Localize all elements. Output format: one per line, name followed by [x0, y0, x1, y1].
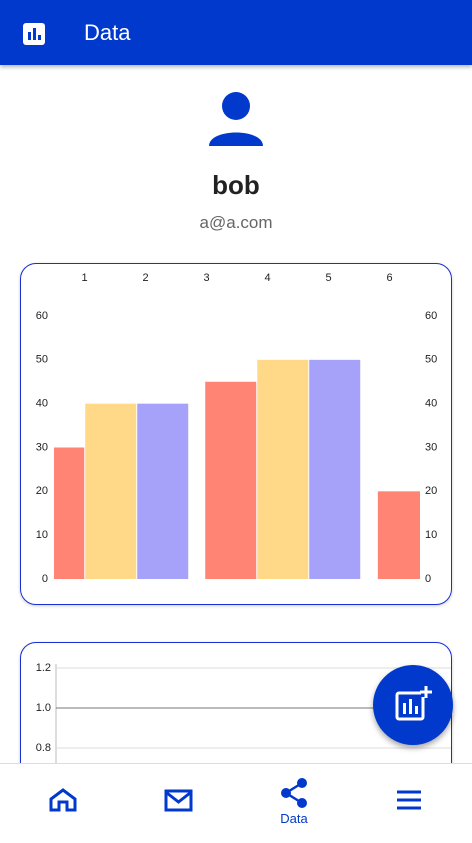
x-tick-label: 2 — [142, 272, 148, 284]
y-tick-label: 30 — [36, 441, 48, 453]
add-chart-button[interactable] — [373, 665, 453, 745]
y2-tick-label: 30 — [425, 441, 437, 453]
y-tick-label: 1.2 — [36, 662, 51, 674]
y2-tick-label: 40 — [425, 398, 437, 410]
bars — [54, 359, 420, 579]
fab-icon — [395, 686, 432, 721]
bar — [137, 403, 189, 579]
y-tick-label: 40 — [36, 398, 48, 410]
bar — [377, 491, 420, 579]
bar — [54, 447, 85, 579]
y2-tick-label: 60 — [425, 310, 437, 322]
bar — [205, 381, 257, 579]
app-icon — [23, 23, 45, 45]
chart-card: 1 2 3 4 5 6 0 10 20 30 40 50 60 0 10 20 30 40 50 60 — [20, 263, 452, 605]
menu-icon[interactable] — [397, 790, 421, 810]
y-tick-label: 60 — [36, 310, 48, 322]
bar — [309, 359, 361, 579]
y-tick-label: 0.8 — [36, 742, 51, 754]
nav-icons — [49, 778, 421, 812]
y2-tick-label: 20 — [425, 485, 437, 497]
user-name: bob — [212, 170, 260, 200]
home-icon[interactable] — [49, 788, 77, 812]
y2-tick-label: 0 — [425, 573, 431, 585]
bar — [257, 359, 309, 579]
y-tick-label: 1.0 — [36, 702, 51, 714]
bar — [85, 403, 137, 579]
x-tick-label: 5 — [325, 272, 331, 284]
y2-tick-label: 50 — [425, 354, 437, 366]
y-tick-label: 10 — [36, 529, 48, 541]
x-tick-label: 3 — [203, 272, 209, 284]
x-tick-label: 1 — [81, 272, 87, 284]
y-tick-label: 0 — [42, 573, 48, 585]
x-tick-label: 6 — [386, 272, 392, 284]
share-icon[interactable] — [281, 778, 307, 808]
bottom-nav: Data — [0, 763, 472, 838]
line-chart: 0.8 1.0 1.2 — [36, 662, 451, 763]
y-tick-label: 20 — [36, 485, 48, 497]
app-bar: Data — [0, 0, 472, 65]
content: bob a@a.com 1 2 3 4 5 6 0 10 20 30 40 50 60 0 10 20 30 40… — [0, 65, 472, 763]
y2-tick-label: 10 — [425, 529, 437, 541]
mail-icon[interactable] — [164, 789, 193, 812]
avatar — [209, 92, 263, 146]
nav-label[interactable]: Data — [280, 811, 308, 826]
user-email: a@a.com — [199, 213, 273, 232]
x-tick-label: 4 — [264, 272, 270, 284]
y-tick-label: 50 — [36, 354, 48, 366]
app-title: Data — [84, 20, 131, 45]
